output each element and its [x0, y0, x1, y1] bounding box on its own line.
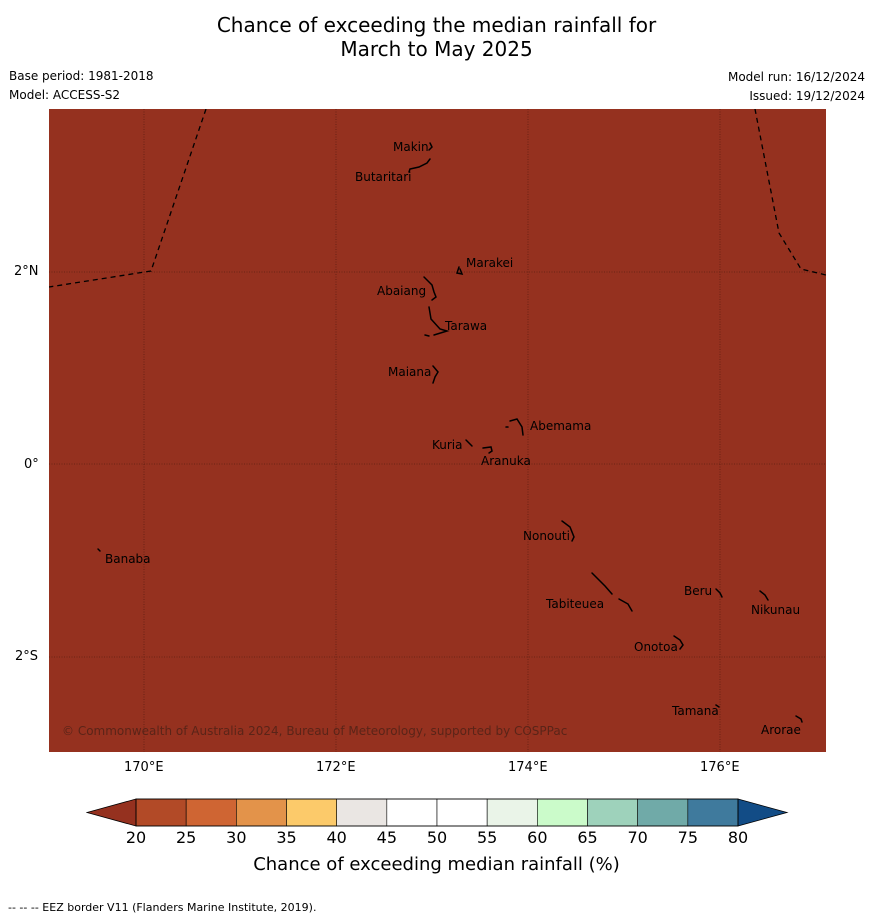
island-arorae — [795, 715, 803, 723]
colorbar-under-arrow — [86, 798, 137, 827]
label-beru: Beru — [684, 584, 713, 598]
island-nikunau — [759, 590, 769, 601]
map-svg — [49, 109, 826, 752]
label-tamana: Tamana — [672, 704, 719, 718]
island-abemama — [509, 418, 524, 436]
copyright-notice: © Commonwealth of Australia 2024, Bureau… — [62, 724, 568, 738]
island-maiana — [432, 365, 439, 384]
label-makin: Makin — [393, 140, 429, 154]
colorbar-tick-label-55: 55 — [476, 828, 498, 847]
colorbar-cell-55-60 — [486, 798, 538, 827]
chart-title-line2: March to May 2025 — [340, 37, 533, 61]
colorbar-cell-25-30 — [185, 798, 237, 827]
label-arorae: Arorae — [761, 723, 801, 737]
label-nikunau: Nikunau — [751, 603, 801, 617]
eez-border-east — [754, 109, 826, 276]
chart-title-line1: Chance of exceeding the median rainfall … — [216, 13, 657, 37]
lon-label-174e: 174°E — [508, 760, 548, 775]
map-panel: Makin Butaritari Marakei Abaiang Tarawa … — [49, 109, 826, 752]
label-kuria: Kuria — [432, 438, 463, 452]
colorbar-tick-label-80: 80 — [727, 828, 749, 847]
lat-label-2n: 2°N — [14, 264, 39, 279]
island-marakei — [456, 266, 464, 276]
colorbar-frame — [135, 798, 739, 827]
colorbar-tick-label-45: 45 — [376, 828, 397, 847]
colorbar-tick-label-40: 40 — [326, 828, 347, 847]
label-banaba: Banaba — [105, 552, 151, 566]
lon-label-172e: 172°E — [316, 760, 356, 775]
label-maiana: Maiana — [388, 365, 432, 379]
colorbar-cell-65-70 — [587, 798, 638, 827]
label-butaritari: Butaritari — [355, 170, 412, 184]
label-marakei: Marakei — [466, 256, 514, 270]
colorbar-cell-70-75 — [637, 798, 689, 827]
colorbar-cell-40-45 — [336, 798, 388, 827]
colorbar-title: Chance of exceeding median rainfall (%) — [253, 854, 620, 875]
lon-label-170e: 170°E — [124, 760, 164, 775]
island-tabiteuea-north — [591, 572, 613, 595]
colorbar-tick-label-20: 20 — [125, 828, 147, 847]
island-kuria — [465, 439, 473, 447]
model-name: Model: ACCESS-S2 — [9, 88, 121, 102]
colorbar-cell-35-40 — [286, 798, 337, 827]
label-tabiteuea: Tabiteuea — [546, 597, 605, 611]
island-nonouti — [561, 520, 575, 542]
label-tarawa: Tarawa — [445, 319, 488, 333]
island-abaiang — [423, 276, 437, 301]
colorbar-tick-label-65: 65 — [577, 828, 598, 847]
colorbar — [86, 798, 789, 827]
island-makin — [428, 142, 433, 151]
colorbar-tick-label-60: 60 — [527, 828, 548, 847]
island-tarawa-west — [424, 334, 430, 337]
lat-label-2s: 2°S — [15, 649, 39, 664]
base-period: Base period: 1981-2018 — [9, 69, 154, 83]
colorbar-cell-30-35 — [236, 798, 287, 827]
model-run-date: Model run: 16/12/2024 — [727, 70, 865, 84]
colorbar-tick-label-30: 30 — [226, 828, 247, 847]
colorbar-cell-50-55 — [436, 798, 488, 827]
colorbar-tick-label-50: 50 — [426, 828, 448, 847]
island-banaba — [97, 548, 101, 552]
lat-label-0: 0° — [24, 457, 39, 472]
colorbar-tick-label-35: 35 — [276, 828, 297, 847]
island-butaritari — [408, 158, 431, 173]
colorbar-over-arrow — [737, 798, 789, 827]
colorbar-tick-label-25: 25 — [175, 828, 197, 847]
colorbar-tick-label-70: 70 — [627, 828, 648, 847]
lon-label-176e: 176°E — [700, 760, 740, 775]
colorbar-cell-20-25 — [135, 798, 187, 827]
colorbar-cell-60-65 — [537, 798, 588, 827]
label-nonouti: Nonouti — [523, 529, 570, 543]
issued-date: Issued: 19/12/2024 — [749, 89, 865, 103]
eez-border-west — [49, 109, 207, 288]
island-tamana — [715, 704, 720, 708]
colorbar-tick-label-75: 75 — [677, 828, 698, 847]
label-abaiang: Abaiang — [377, 284, 427, 298]
island-tarawa — [428, 306, 450, 336]
island-beru — [715, 588, 723, 598]
island-tabiteuea-south — [618, 598, 633, 612]
label-onotoa: Onotoa — [634, 640, 678, 654]
island-onotoa — [673, 635, 684, 650]
island-aranuka — [482, 446, 493, 454]
label-aranuka: Aranuka — [481, 454, 531, 468]
colorbar-cell-75-80 — [687, 798, 739, 827]
label-abemama: Abemama — [530, 419, 592, 433]
colorbar-cell-45-50 — [386, 798, 438, 827]
eez-footnote: -- -- -- EEZ border V11 (Flanders Marine… — [8, 901, 317, 914]
